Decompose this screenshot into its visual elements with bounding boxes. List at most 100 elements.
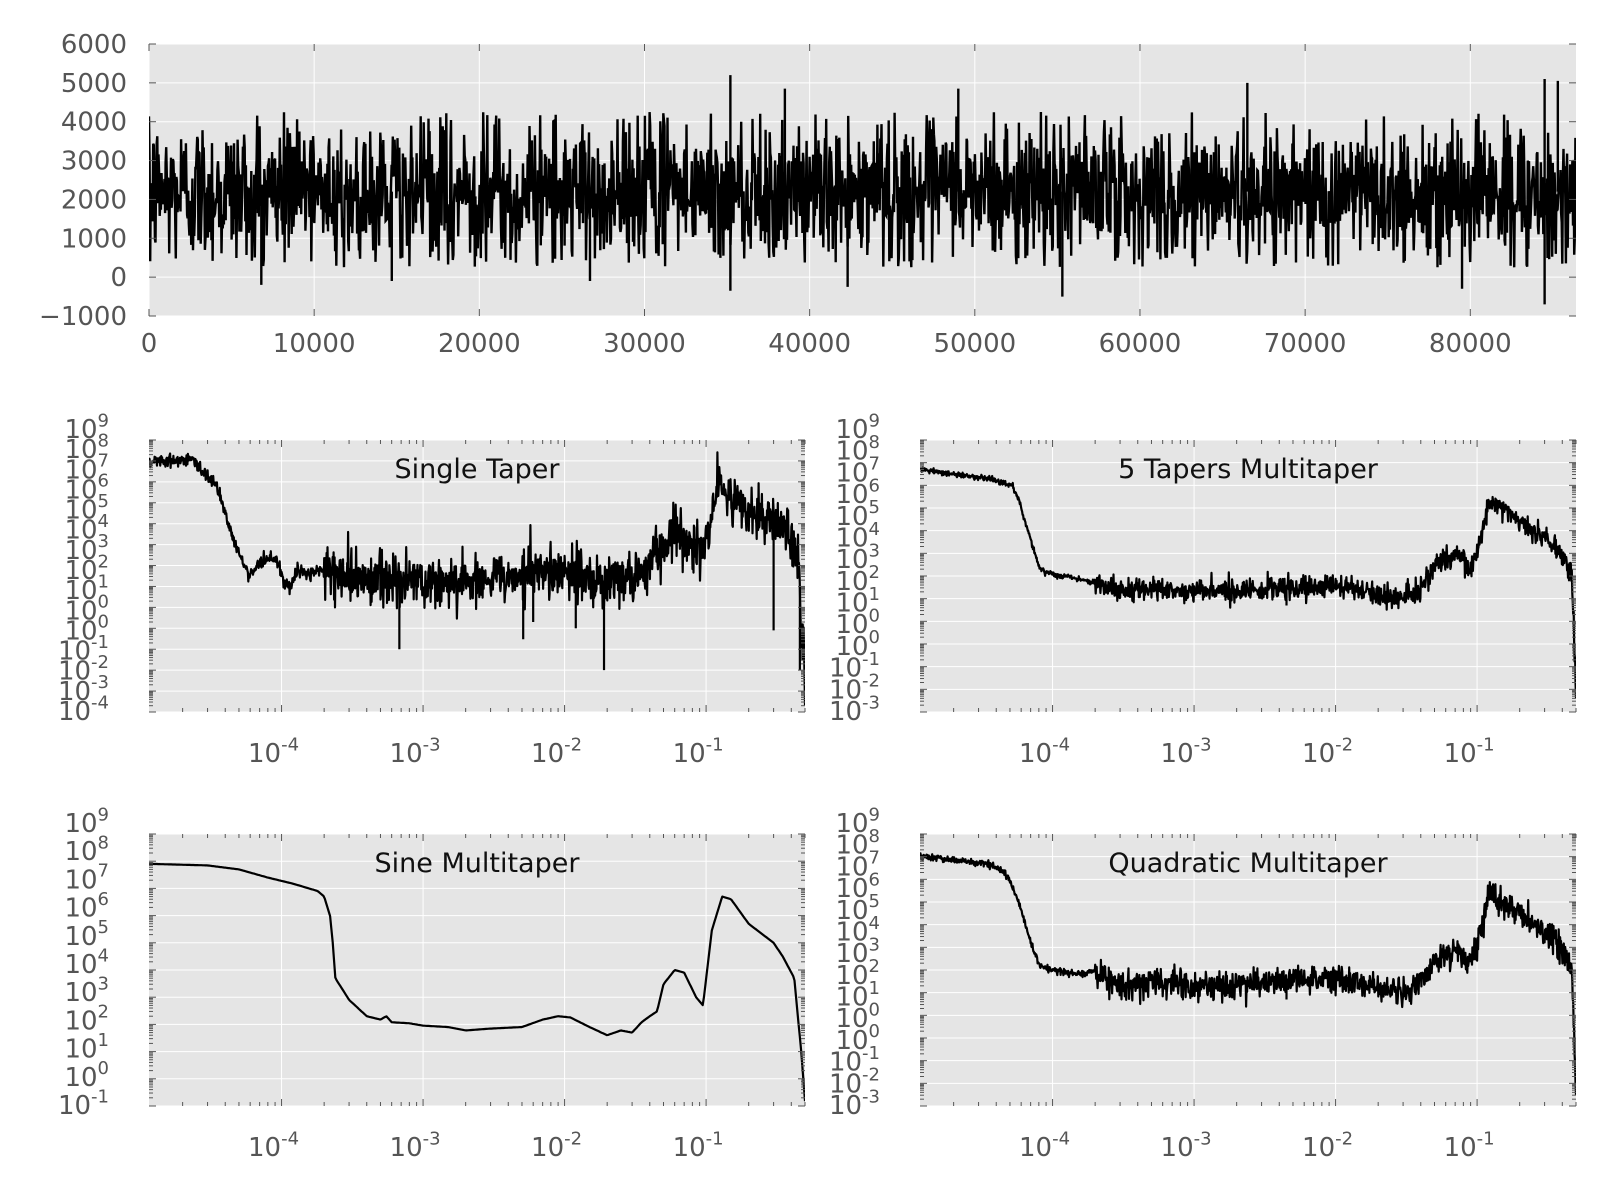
y-tick-label: 109	[835, 410, 880, 445]
chart-panel-3: 10-4 10-3 10-2 10-110-110010110210310410510…	[58, 804, 806, 1163]
x-tick-label: 10-1	[1444, 734, 1495, 769]
series-line	[149, 451, 805, 706]
series-line	[920, 852, 1576, 1095]
y-tick-label: 108	[64, 833, 109, 868]
y-tick-label: 108	[835, 826, 880, 861]
series-line	[920, 466, 1576, 699]
x-tick-label: 10-2	[531, 734, 582, 769]
series-group	[920, 466, 1576, 699]
x-tick-label: 80000	[1429, 329, 1512, 359]
x-tick-label: 10-1	[673, 734, 724, 769]
y-tick-label: 104	[64, 511, 109, 546]
series-group	[149, 75, 1576, 305]
y-tick-label: 106	[835, 869, 880, 904]
x-tick-label: 10-2	[531, 1128, 582, 1163]
y-tick-label: 108	[835, 432, 880, 467]
x-tick-label: 10-1	[1444, 1128, 1495, 1163]
y-tick-label: 101	[64, 571, 109, 606]
x-tick-label: 70000	[1264, 329, 1347, 359]
series-group	[920, 852, 1576, 1095]
y-tick-label: 103	[835, 540, 880, 575]
y-tick-label: 105	[835, 891, 880, 926]
y-tick-label: 100	[64, 1058, 109, 1093]
y-tick-label: 6000	[61, 30, 127, 60]
y-tick-label: 102	[64, 551, 109, 586]
y-tick-label: 101	[835, 584, 880, 619]
series-group	[149, 862, 805, 1102]
y-tick-label: 10-2	[829, 1065, 880, 1100]
y-tick-label: 102	[64, 1002, 109, 1037]
y-tick-label: 109	[64, 410, 109, 445]
chart-panel-0: 0 10000 20000 30000 40000 50000 60000 70000 8000…	[39, 30, 1576, 359]
y-tick-label: 106	[64, 471, 109, 506]
x-tick-label: 10-4	[1019, 734, 1070, 769]
chart-panel-4: 10-4 10-3 10-2 10-110-310-210-1100100101102…	[829, 804, 1577, 1163]
y-tick-label: 10-1	[58, 1086, 109, 1121]
y-tick-label: 100	[64, 592, 109, 627]
x-tick-label: 10-2	[1302, 1128, 1353, 1163]
y-tick-label: 5000	[61, 69, 127, 99]
y-tick-label: 105	[64, 917, 109, 952]
y-tick-label: 104	[835, 519, 880, 554]
y-tick-label: 10-2	[58, 652, 109, 687]
y-tick-label: 102	[835, 956, 880, 991]
x-tick-label: 10-3	[1161, 1128, 1212, 1163]
y-tick-label: 0	[110, 263, 127, 293]
x-tick-label: 10-2	[1302, 734, 1353, 769]
y-tick-label: 103	[64, 531, 109, 566]
x-tick-label: 60000	[1099, 329, 1182, 359]
y-tick-label: 10-1	[58, 632, 109, 667]
chart-title: Quadratic Multitaper	[1108, 848, 1388, 879]
series-line	[149, 862, 805, 1102]
y-tick-label: 10-3	[58, 672, 109, 707]
x-tick-label: 40000	[768, 329, 851, 359]
y-tick-label: 10-3	[829, 692, 880, 727]
y-tick-label: 10-4	[58, 692, 109, 727]
y-tick-label: 1000	[61, 224, 127, 254]
y-tick-label: 100	[835, 627, 880, 662]
y-tick-label: 107	[64, 451, 109, 486]
x-tick-label: 10-4	[1019, 1128, 1070, 1163]
y-tick-label: 103	[64, 974, 109, 1009]
y-tick-label: 4000	[61, 108, 127, 138]
y-tick-label: 100	[835, 1000, 880, 1035]
x-tick-label: 10-3	[390, 734, 441, 769]
series-group	[149, 451, 805, 706]
x-tick-label: 30000	[603, 329, 686, 359]
chart-title: Sine Multitaper	[375, 848, 581, 879]
series-line	[149, 111, 1576, 268]
x-tick-label: 50000	[933, 329, 1016, 359]
x-tick-label: 10-1	[673, 1128, 724, 1163]
y-tick-label: 100	[835, 606, 880, 641]
y-tick-label: 107	[64, 861, 109, 896]
y-tick-label: 100	[64, 612, 109, 647]
y-tick-label: 106	[64, 889, 109, 924]
x-tick-label: 20000	[438, 329, 521, 359]
y-tick-label: 101	[835, 978, 880, 1013]
y-tick-label: 10-2	[829, 671, 880, 706]
y-tick-label: 109	[64, 804, 109, 839]
chart-title: 5 Tapers Multitaper	[1118, 454, 1379, 485]
y-tick-label: 10-1	[829, 1043, 880, 1078]
y-tick-label: 105	[835, 497, 880, 532]
x-tick-label: 10-4	[248, 734, 299, 769]
y-tick-label: 106	[835, 475, 880, 510]
y-tick-label: 102	[835, 562, 880, 597]
x-tick-label: 10000	[273, 329, 356, 359]
y-tick-label: 105	[64, 491, 109, 526]
y-tick-label: 10-3	[829, 1086, 880, 1121]
y-tick-label: 109	[835, 804, 880, 839]
y-tick-label: 104	[64, 945, 109, 980]
y-tick-label: 107	[835, 454, 880, 489]
x-tick-label: 10-4	[248, 1128, 299, 1163]
x-tick-label: 10-3	[1161, 734, 1212, 769]
y-tick-label: −1000	[39, 302, 127, 332]
chart-title: Single Taper	[394, 454, 560, 485]
y-tick-label: 10-1	[829, 649, 880, 684]
x-tick-label: 0	[141, 329, 158, 359]
y-tick-label: 103	[835, 934, 880, 969]
x-tick-label: 10-3	[390, 1128, 441, 1163]
chart-panel-1: 10-4 10-3 10-2 10-110-410-310-210-110010010…	[58, 410, 806, 769]
y-tick-label: 107	[835, 848, 880, 883]
